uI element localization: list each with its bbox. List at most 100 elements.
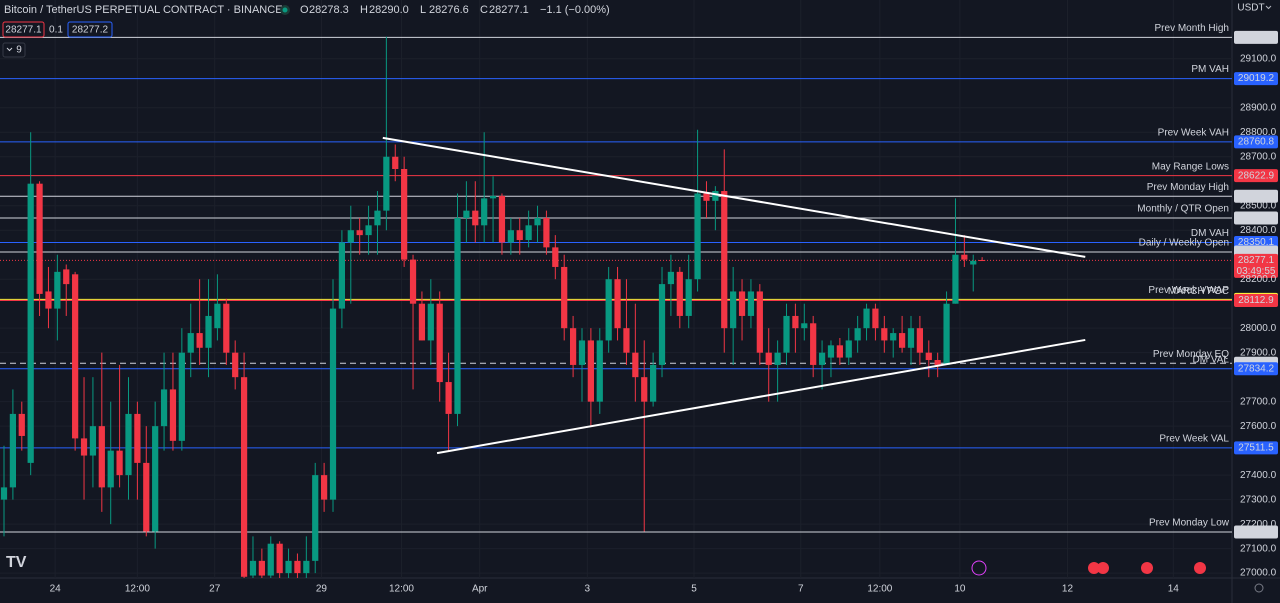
candle-body [80,438,88,456]
y-tick-label: 27000.0 [1240,568,1277,579]
candle-body [436,303,443,383]
level-tag [1234,30,1278,44]
candle-body [63,269,70,285]
candle-body [472,210,479,226]
level-name: Prev Monday EQ [1153,349,1229,360]
indicator-toggle[interactable] [2,42,26,58]
x-tick-label: 12:00 [125,584,150,595]
sell-box[interactable] [2,21,45,38]
level-name: MARCH POC [1168,286,1229,297]
ohlc-prefix: O [300,4,309,16]
candle-body [160,389,168,427]
candles [0,36,986,578]
y-tick-label: 27900.0 [1240,347,1277,358]
candle-body [267,543,274,576]
candle-body [543,217,550,248]
level-name: Prev Monday High [1147,182,1229,193]
ohlc-prefix: L [420,4,426,16]
level-tag-label: 28112.9 [1238,295,1274,306]
candle-body [481,198,488,226]
candle-body [285,560,292,574]
buy-price[interactable]: 28277.2 [72,25,109,36]
level-tag-label: 29019.2 [1238,73,1275,84]
x-tick-label: 14 [1168,584,1180,595]
candle-body [232,352,239,378]
level-tag [1234,211,1278,225]
event-icon[interactable] [1097,562,1109,574]
flash-icon[interactable] [971,560,987,576]
candle-body [605,279,612,341]
level-name: Prev Month High [1155,23,1229,34]
settings-icon[interactable] [1254,583,1264,593]
candle-body [507,230,514,243]
level-tag [1234,189,1278,203]
currency[interactable]: USDT [1237,3,1264,14]
candle-body [240,377,248,577]
candle-body [223,303,230,353]
y-tick-label: 27700.0 [1240,396,1277,407]
level-tag-label: 28622.9 [1238,170,1275,181]
candle-body [409,259,417,304]
level-tag-label: 28311.0 [1238,247,1274,258]
ohlc-value: 28276.6 [429,4,469,16]
event-icon[interactable] [1194,562,1206,574]
x-tick-label: 24 [50,584,62,595]
y-tick-label: 29100.0 [1240,53,1277,64]
candle-body [383,156,390,211]
candle-body [596,340,603,402]
candle-body [347,230,354,243]
candle-body [587,340,594,402]
candle-body [774,352,781,365]
countdown: 03:49:55 [1237,266,1276,277]
candle-body [143,462,150,532]
level-name: PM VAH [1191,64,1229,75]
level-name: Prev Week VAL [1159,433,1229,444]
trendlines [382,136,1086,455]
event-icon[interactable] [1088,562,1100,574]
candle-body [783,315,790,353]
level-tag [1234,169,1278,183]
candle-body [401,168,408,260]
level-name: Prev Week VAH [1158,127,1229,138]
candle-body [854,328,861,341]
x-tick-label: 12:00 [867,584,892,595]
candle-body [321,475,328,500]
candle-body [134,413,141,463]
y-tick-label: 27200.0 [1240,519,1277,530]
candle-body [721,191,728,329]
y-tick-label: 28000.0 [1240,323,1277,334]
candle-body [45,291,52,309]
candle-body [116,450,123,476]
candle-body [107,450,114,488]
buy-box[interactable] [67,21,113,38]
ohlc-value: 28290.0 [369,4,409,16]
indicator-count: 9 [16,45,22,56]
sell-price[interactable]: 28277.1 [5,25,42,36]
y-tick-label: 28400.0 [1240,225,1277,236]
candle-body [836,345,843,358]
candle-body [18,413,25,436]
currency-chevron [1265,5,1272,10]
y-tick-label: 27100.0 [1240,543,1277,554]
candle-body [738,291,746,316]
level-name: DM VAL [1193,354,1230,365]
ohlc-prefix: H [360,4,368,16]
candle-body [676,271,683,316]
level-tag-label: 28538.7 [1238,191,1275,202]
candle-body [329,308,337,500]
y-tick-label: 28800.0 [1240,127,1277,138]
candle-body [730,291,737,329]
x-tick-label: 27 [209,584,221,595]
candle-body [827,345,835,358]
x-tick-label: 7 [798,584,804,595]
status-dot [282,7,288,13]
candle-body [205,315,212,348]
level-name: May Range Lows [1152,161,1229,172]
candle-body [169,389,177,441]
event-icon[interactable] [1141,562,1153,574]
candle-body [934,360,941,365]
candle-body [374,210,381,226]
y-tick-label: 28500.0 [1240,200,1277,211]
level-name: Prev Monday Low [1149,518,1230,529]
current-price-tag [1234,253,1278,278]
